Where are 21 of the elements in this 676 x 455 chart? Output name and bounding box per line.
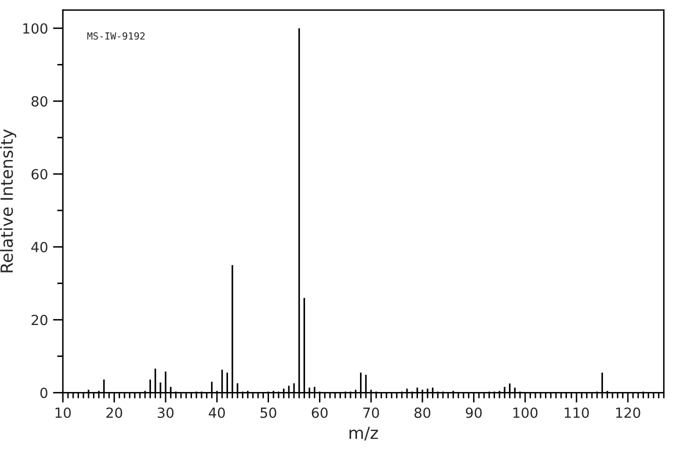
x-tick-label: 120: [616, 407, 640, 418]
x-tick-label: 40: [208, 407, 225, 418]
y-tick-label: 60: [32, 168, 48, 180]
x-tick-label: 80: [414, 407, 430, 418]
x-tick-label: 110: [564, 407, 589, 418]
x-tick-label: 70: [363, 407, 379, 418]
x-axis-title: m/z: [350, 426, 378, 440]
x-tick-label: 90: [466, 407, 482, 418]
x-tick-label: 100: [513, 407, 538, 418]
x-tick-label: 50: [260, 407, 276, 418]
x-tick-label: 10: [56, 407, 71, 418]
y-axis-title: Relative Intensity: [0, 129, 16, 272]
y-tick-label: 100: [23, 23, 48, 34]
x-tick-label: 30: [158, 407, 174, 418]
y-tick-label: 40: [31, 242, 48, 252]
x-tick-label: 60: [312, 407, 328, 418]
y-tick-label: 80: [32, 96, 48, 107]
y-tick-label: 0: [40, 388, 48, 398]
x-tick-label: 20: [106, 407, 122, 418]
annotation: MS-IW-9192: [87, 32, 145, 40]
y-tick-label: 20: [32, 314, 48, 326]
